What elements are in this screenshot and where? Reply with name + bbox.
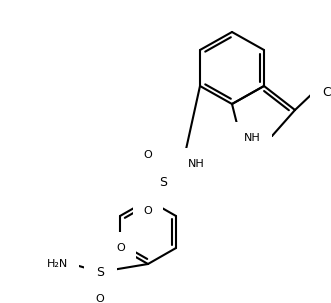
Text: NH: NH bbox=[244, 133, 261, 143]
Text: Cl: Cl bbox=[322, 85, 331, 98]
Text: NH: NH bbox=[188, 159, 205, 169]
Text: O: O bbox=[117, 243, 125, 253]
Text: S: S bbox=[159, 177, 167, 189]
Text: S: S bbox=[96, 265, 104, 278]
Text: O: O bbox=[144, 150, 152, 160]
Text: H₂N: H₂N bbox=[47, 259, 68, 269]
Text: O: O bbox=[96, 294, 104, 303]
Text: O: O bbox=[144, 206, 152, 216]
